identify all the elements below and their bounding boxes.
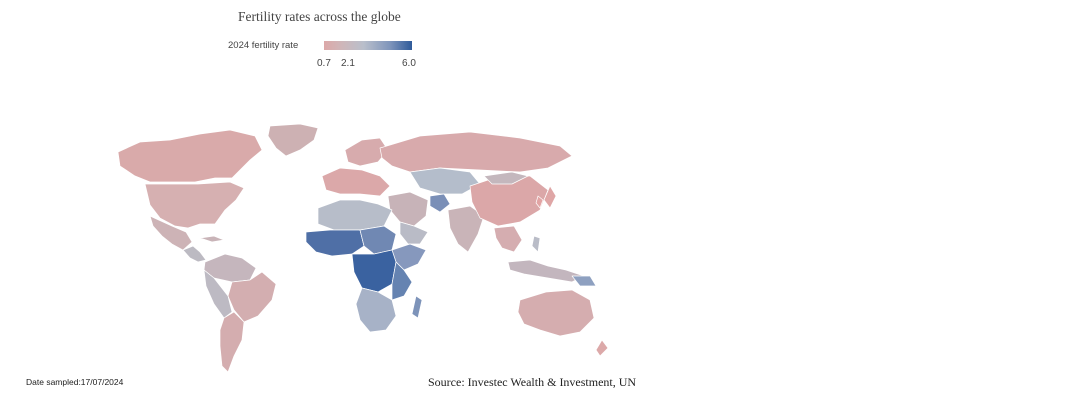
- region-new-zealand: [595, 339, 609, 357]
- legend-color-bar: [324, 41, 412, 50]
- world-map: [117, 123, 609, 373]
- region-central-asia: [409, 167, 481, 195]
- region-russia: [379, 131, 573, 173]
- region-brazil: [227, 271, 277, 323]
- region-usa: [144, 181, 245, 229]
- region-papua: [571, 275, 597, 287]
- region-sudan-chad: [359, 225, 397, 255]
- region-andes: [203, 269, 233, 319]
- region-central-africa: [351, 249, 397, 293]
- region-southern-cone: [219, 311, 245, 373]
- region-west-africa: [305, 229, 365, 257]
- map-title: Fertility rates across the globe: [238, 9, 401, 24]
- legend-label: 2024 fertility rate: [228, 40, 299, 51]
- region-southeast-asia: [493, 225, 523, 253]
- region-central-america: [182, 245, 207, 263]
- region-indonesia: [507, 259, 585, 283]
- region-western-europe: [321, 167, 391, 197]
- legend-tick-min: 0.7: [317, 58, 331, 69]
- region-caribbean: [199, 235, 225, 243]
- region-middle-east: [387, 191, 429, 227]
- region-greenland: [267, 123, 319, 157]
- source-note: Source: Investec Wealth & Investment, UN: [428, 375, 637, 389]
- region-afghanistan: [429, 193, 451, 213]
- region-india: [447, 205, 485, 253]
- date-sampled-note: Date sampled:17/07/2024: [26, 377, 124, 387]
- region-australia: [517, 289, 595, 337]
- region-north-africa: [317, 199, 393, 231]
- region-japan: [543, 185, 557, 209]
- region-southern-africa: [355, 287, 397, 333]
- region-philippines: [531, 235, 541, 253]
- region-east-africa: [391, 261, 413, 301]
- region-mongolia: [483, 171, 529, 185]
- legend-tick-max: 6.0: [402, 58, 416, 69]
- region-korea: [535, 195, 544, 209]
- region-madagascar: [411, 295, 423, 319]
- legend-tick-mid: 2.1: [341, 58, 355, 69]
- region-canada: [117, 129, 263, 183]
- region-arabia: [399, 221, 429, 245]
